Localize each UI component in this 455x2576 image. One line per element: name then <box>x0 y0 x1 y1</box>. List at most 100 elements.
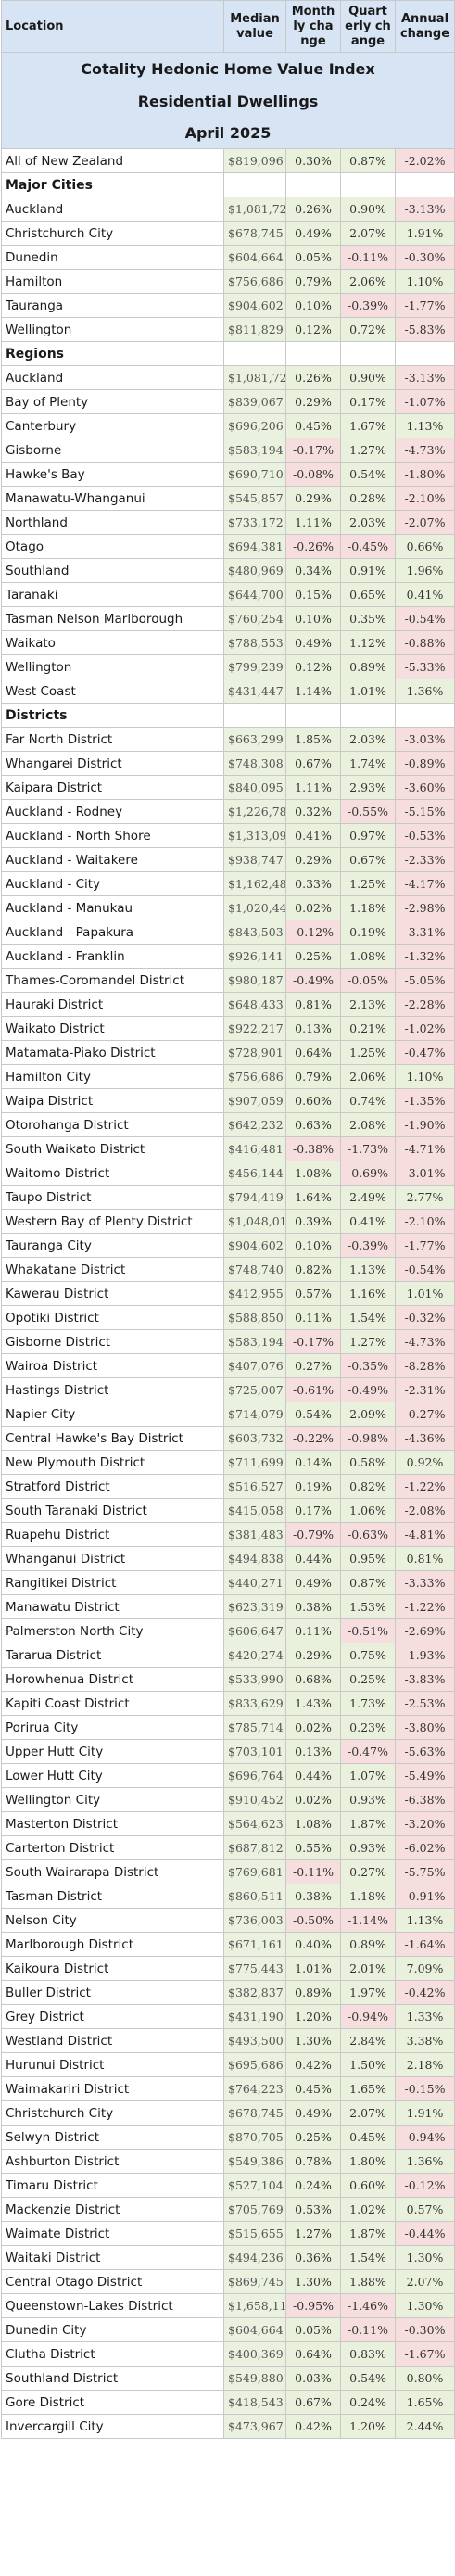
median-value: $480,969 <box>223 558 286 583</box>
annual-change: -1.93% <box>395 1643 455 1668</box>
location-name: Mackenzie District <box>1 2197 224 2222</box>
annual-change: -0.12% <box>395 2173 455 2198</box>
annual-change: -1.07% <box>395 389 455 414</box>
quarterly-change: 0.54% <box>340 462 396 487</box>
table-row: Westland District $493,500 1.30% 2.84% 3.38% <box>1 2028 455 2053</box>
location-name: Hamilton City <box>1 1064 224 1089</box>
table-row: Northland $733,172 1.11% 2.03% -2.07% <box>1 510 455 535</box>
median-value: $588,850 <box>223 1305 286 1330</box>
table-row: Palmerston North City $606,647 0.11% -0.51%… <box>1 1618 455 1643</box>
median-value: $549,386 <box>223 2149 286 2174</box>
monthly-change: 1.20% <box>285 2004 341 2029</box>
quarterly-change: 0.60% <box>340 2173 396 2198</box>
quarterly-change: 0.67% <box>340 847 396 872</box>
quarterly-change: 0.93% <box>340 1835 396 1860</box>
quarterly-change: 1.13% <box>340 1257 396 1282</box>
monthly-change: 0.63% <box>285 1112 341 1137</box>
table-row: Hawke's Bay $690,710 -0.08% 0.54% -1.80% <box>1 462 455 487</box>
home-value-table: Cotality Hedonic Home Value Index Reside… <box>1 0 455 2439</box>
monthly-change: 0.55% <box>285 1835 341 1860</box>
annual-change: -1.77% <box>395 1233 455 1258</box>
location-name: Masterton District <box>1 1811 224 1836</box>
monthly-change: 0.78% <box>285 2149 341 2174</box>
location-name: Kaikoura District <box>1 1956 224 1981</box>
table-row: Tauranga City $904,602 0.10% -0.39% -1.77% <box>1 1233 455 1258</box>
monthly-change: 0.12% <box>285 317 341 342</box>
annual-change: -1.22% <box>395 1474 455 1499</box>
median-value: $456,144 <box>223 1161 286 1186</box>
annual-change: -2.98% <box>395 895 455 920</box>
quarterly-change: -0.55% <box>340 799 396 824</box>
location-name: West Coast <box>1 679 224 704</box>
table-row: Dunedin $604,664 0.05% -0.11% -0.30% <box>1 245 455 270</box>
location-name: Thames-Coromandel District <box>1 968 224 993</box>
section-title: Major Cities <box>1 172 224 197</box>
location-name: Waimate District <box>1 2221 224 2246</box>
median-value: $696,206 <box>223 413 286 438</box>
section-spacer-cell <box>223 172 286 197</box>
table-row: Wellington $811,829 0.12% 0.72% -5.83% <box>1 317 455 342</box>
monthly-change: 0.29% <box>285 847 341 872</box>
median-value: $671,161 <box>223 1932 286 1957</box>
location-name: Waimakariri District <box>1 2076 224 2101</box>
location-name: Ashburton District <box>1 2149 224 2174</box>
location-name: Christchurch City <box>1 221 224 246</box>
monthly-change: 0.12% <box>285 654 341 679</box>
monthly-change: 0.60% <box>285 1088 341 1113</box>
median-value: $431,447 <box>223 679 286 704</box>
annual-change: -0.54% <box>395 606 455 631</box>
monthly-change: -0.17% <box>285 438 341 463</box>
table-row: Ashburton District $549,386 0.78% 1.80% 1.36… <box>1 2149 455 2174</box>
annual-change: -0.91% <box>395 1884 455 1909</box>
quarterly-change: -0.35% <box>340 1353 396 1378</box>
median-value: $418,543 <box>223 2390 286 2415</box>
annual-change: -0.53% <box>395 823 455 848</box>
location-name: Wellington City <box>1 1787 224 1812</box>
table-row: Whangarei District $748,308 0.67% 1.74% -0.8… <box>1 751 455 776</box>
annual-change: -1.90% <box>395 1112 455 1137</box>
quarterly-change: 2.93% <box>340 775 396 800</box>
monthly-change: 0.44% <box>285 1763 341 1788</box>
quarterly-change: 1.02% <box>340 2197 396 2222</box>
monthly-change: 0.15% <box>285 582 341 607</box>
section-spacer-cell <box>340 172 396 197</box>
median-value: $583,194 <box>223 438 286 463</box>
location-name: Stratford District <box>1 1474 224 1499</box>
table-row: Kawerau District $412,955 0.57% 1.16% 1.01% <box>1 1281 455 1306</box>
table-body: All of New Zealand $819,096 0.30% 0.87% -2.0… <box>1 148 455 2439</box>
quarterly-change: 1.07% <box>340 1763 396 1788</box>
location-name: Auckland <box>1 365 224 390</box>
quarterly-change: 0.90% <box>340 365 396 390</box>
median-value: $705,769 <box>223 2197 286 2222</box>
median-value: $407,076 <box>223 1353 286 1378</box>
monthly-change: 0.29% <box>285 1643 341 1668</box>
median-value: $869,745 <box>223 2269 286 2294</box>
annual-change: -0.27% <box>395 1402 455 1427</box>
annual-change: -6.38% <box>395 1787 455 1812</box>
quarterly-change: 2.03% <box>340 510 396 535</box>
median-value: $583,194 <box>223 1329 286 1354</box>
quarterly-change: 1.74% <box>340 751 396 776</box>
annual-change: -6.02% <box>395 1835 455 1860</box>
location-name: Palmerston North City <box>1 1618 224 1643</box>
annual-change: -5.63% <box>395 1739 455 1764</box>
monthly-change: 0.13% <box>285 1739 341 1764</box>
location-name: Western Bay of Plenty District <box>1 1209 224 1234</box>
monthly-change: 0.10% <box>285 606 341 631</box>
annual-change: 2.77% <box>395 1185 455 1210</box>
quarterly-change: -0.39% <box>340 293 396 318</box>
location-name: Auckland - Manukau <box>1 895 224 920</box>
location-name: Porirua City <box>1 1715 224 1740</box>
median-value: $603,732 <box>223 1426 286 1451</box>
table-row: Queenstown-Lakes District$1,658,111-0.95… <box>1 2293 455 2318</box>
quarterly-change: 0.27% <box>340 1859 396 1884</box>
annual-change: 0.81% <box>395 1546 455 1571</box>
monthly-change: -0.49% <box>285 968 341 993</box>
median-value: $843,503 <box>223 920 286 945</box>
section-header-row: Regions <box>1 341 455 366</box>
median-value: $764,223 <box>223 2076 286 2101</box>
location-name: Northland <box>1 510 224 535</box>
median-value: $494,236 <box>223 2245 286 2270</box>
median-value: $604,664 <box>223 2317 286 2342</box>
table-row: Napier City $714,079 0.54% 2.09% -0.27% <box>1 1402 455 1427</box>
